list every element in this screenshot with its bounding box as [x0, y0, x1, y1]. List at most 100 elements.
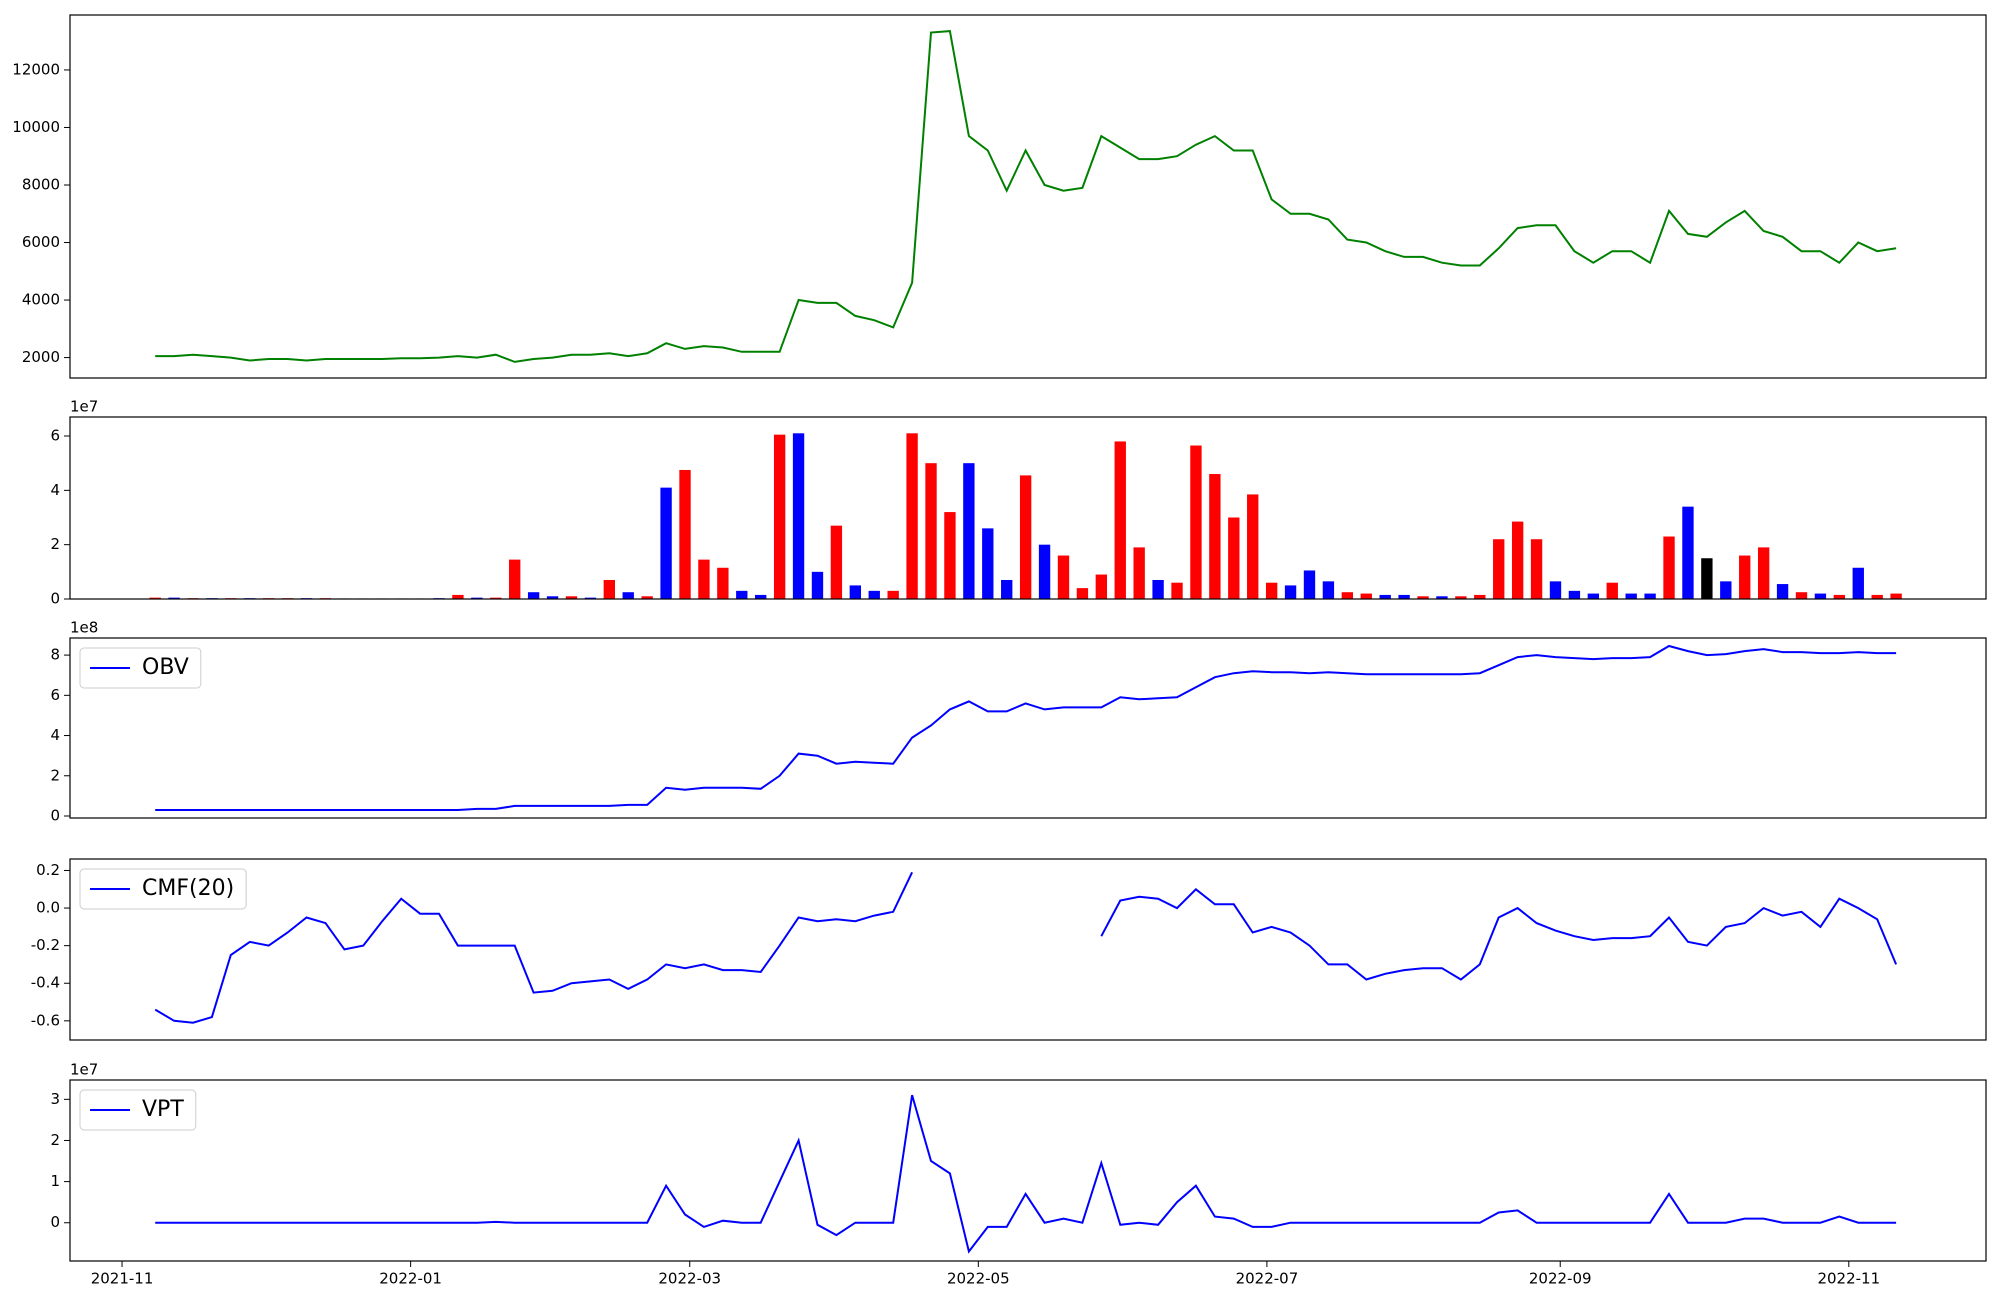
y-tick-label: 0	[50, 590, 60, 608]
bar	[490, 597, 502, 599]
bar	[1095, 574, 1108, 599]
bar	[1455, 596, 1467, 599]
legend-box	[79, 868, 247, 910]
bar	[527, 592, 540, 599]
bar	[736, 590, 748, 599]
bar	[1511, 521, 1524, 599]
bar	[1663, 536, 1675, 599]
bar	[471, 597, 483, 599]
y-offset-label: 1e8	[70, 619, 98, 637]
bar	[1436, 596, 1448, 599]
bar	[1852, 567, 1864, 599]
bar	[1114, 441, 1126, 599]
y-tick-label: -0.2	[31, 936, 60, 954]
bar	[1190, 445, 1202, 599]
y-tick-label: -0.6	[31, 1011, 60, 1029]
bar	[1247, 494, 1259, 599]
bar	[755, 594, 767, 599]
bar	[1228, 517, 1240, 599]
bar	[1341, 592, 1354, 599]
bar	[1474, 594, 1486, 599]
bar	[452, 594, 464, 599]
legend-label: VPT	[142, 1097, 184, 1122]
bar	[622, 592, 634, 599]
axes-frame	[69, 858, 1987, 1041]
bar	[679, 469, 691, 599]
bar	[1776, 584, 1789, 599]
bar	[1133, 547, 1145, 599]
axes-frame	[69, 1079, 1987, 1262]
bar	[1682, 506, 1694, 599]
legend-box	[79, 1089, 197, 1131]
bar	[1417, 596, 1429, 599]
y-tick-label: 10000	[12, 118, 60, 136]
panel: 0 2 4 6 8 1e8 OBV	[50, 619, 1987, 824]
axes-frame	[69, 416, 1987, 600]
bar	[1720, 581, 1732, 599]
bar	[1019, 475, 1032, 599]
bar	[1076, 588, 1089, 599]
bar	[1587, 593, 1600, 599]
y-tick-label: 2000	[22, 348, 60, 366]
y-tick-label: 2	[50, 535, 60, 553]
axes-frame	[69, 14, 1987, 379]
bar	[1209, 474, 1221, 599]
data-line	[154, 871, 914, 1024]
bar	[1530, 539, 1543, 599]
bar	[1890, 593, 1902, 599]
bar	[1038, 544, 1051, 599]
y-offset-label: 1e7	[70, 1061, 98, 1079]
bar	[1057, 555, 1070, 599]
data-line	[155, 644, 1897, 811]
y-tick-label: 6000	[22, 233, 60, 251]
x-tick-label: 2022-11	[1817, 1270, 1880, 1288]
x-tick-label: 2021-11	[91, 1270, 154, 1288]
panel: 0 2 4 6 1e7	[50, 398, 1987, 608]
bar	[584, 597, 597, 599]
legend-label: OBV	[142, 655, 189, 680]
bar	[509, 559, 521, 599]
bar	[1265, 582, 1278, 599]
bar	[887, 590, 899, 599]
bar	[1284, 585, 1297, 599]
bar	[603, 579, 615, 599]
bar	[1360, 593, 1372, 599]
bar	[1568, 590, 1581, 599]
bar	[1493, 539, 1505, 599]
y-tick-label: 0.2	[36, 861, 60, 879]
bar	[792, 433, 805, 599]
bar	[1757, 547, 1770, 599]
panel: 0 1 2 3 1e7 2021-11 2022-01 2022-03 2022-05 2022-…	[50, 1061, 1987, 1288]
x-tick-label: 2022-07	[1236, 1270, 1299, 1288]
bar	[1152, 579, 1164, 599]
data-line	[155, 1094, 1897, 1254]
bar	[830, 525, 843, 599]
bar	[698, 559, 710, 599]
bar	[168, 597, 180, 599]
y-tick-label: 6	[50, 686, 60, 704]
data-line	[1100, 887, 1898, 981]
bar	[1833, 594, 1846, 599]
y-tick-label: 2	[50, 1131, 60, 1149]
bar	[1871, 594, 1883, 599]
y-tick-label: 12000	[12, 60, 60, 78]
panel: 2000 4000 6000 8000 10000 12000	[12, 14, 1987, 379]
legend-box	[79, 647, 202, 689]
y-tick-label: -0.4	[31, 974, 60, 992]
bar	[546, 596, 559, 599]
bar	[1171, 582, 1183, 599]
x-tick-label: 2022-03	[658, 1270, 721, 1288]
x-tick-label: 2022-05	[947, 1270, 1010, 1288]
bar	[1303, 570, 1316, 599]
bar	[1701, 558, 1713, 599]
y-tick-label: 1	[50, 1172, 60, 1190]
bar	[1398, 594, 1410, 599]
axes-frame	[69, 637, 1987, 819]
bar	[982, 528, 994, 599]
y-tick-label: 4	[50, 726, 60, 744]
bar	[1379, 594, 1391, 599]
x-tick-label: 2022-01	[379, 1270, 442, 1288]
legend-label: CMF(20)	[142, 876, 234, 901]
bar	[1644, 593, 1656, 599]
bar	[1549, 581, 1562, 599]
